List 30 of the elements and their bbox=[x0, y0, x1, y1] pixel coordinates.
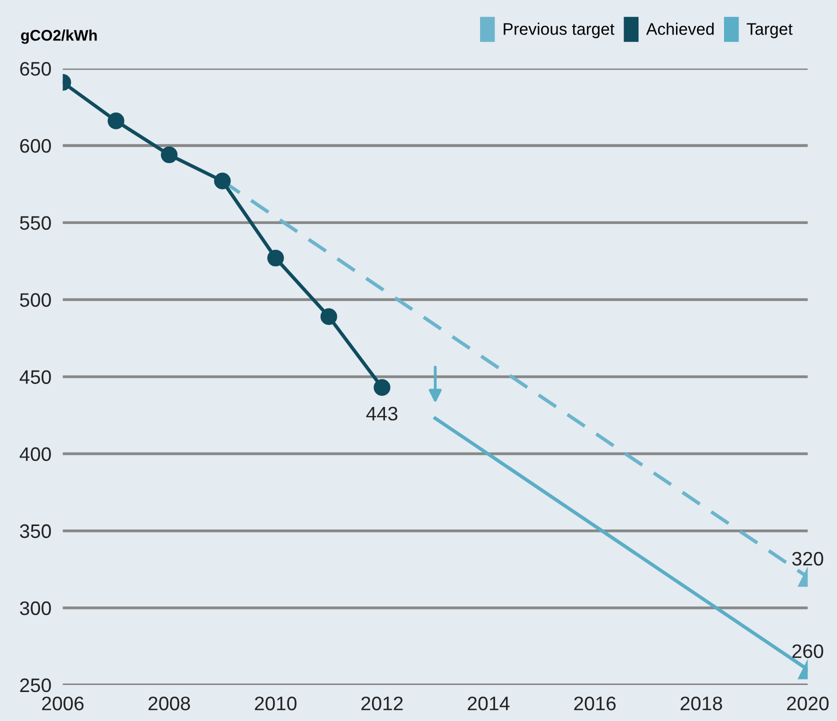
point bbox=[108, 112, 124, 130]
x-tick-label: 2020 bbox=[787, 696, 829, 710]
legend-label: Previous target bbox=[504, 22, 614, 38]
data-label: 260 bbox=[792, 644, 824, 658]
y-tick-label: 450 bbox=[20, 370, 51, 384]
y-tick-label: 350 bbox=[20, 524, 51, 538]
point bbox=[160, 146, 178, 164]
y-tick-label: 500 bbox=[20, 293, 51, 307]
point bbox=[320, 308, 338, 325]
y-tick-label: 300 bbox=[20, 601, 51, 616]
y-tick-label: 600 bbox=[20, 139, 51, 153]
y-tick-label: 250 bbox=[20, 678, 51, 692]
y-tick-label: 550 bbox=[20, 216, 51, 230]
x-tick-label: 2018 bbox=[680, 696, 722, 710]
point bbox=[214, 172, 231, 190]
x-tick-label: 2010 bbox=[254, 696, 296, 710]
x-tick-label: 2012 bbox=[361, 696, 403, 710]
legend-label: Achieved bbox=[646, 22, 714, 35]
y-axis-title: gCO2/kWh bbox=[21, 30, 97, 44]
data-label: 320 bbox=[792, 552, 824, 566]
x-tick-label: 2008 bbox=[148, 696, 190, 710]
y-tick-label: 400 bbox=[20, 447, 51, 462]
point bbox=[374, 379, 390, 396]
x-tick-label: 2006 bbox=[42, 696, 84, 710]
data-label: 443 bbox=[366, 406, 398, 421]
x-tick-label: 2014 bbox=[468, 696, 510, 710]
x-tick-label: 2016 bbox=[574, 696, 616, 710]
y-tick-label: 650 bbox=[20, 62, 51, 76]
legend-label: Target bbox=[746, 23, 793, 38]
point bbox=[267, 250, 284, 266]
